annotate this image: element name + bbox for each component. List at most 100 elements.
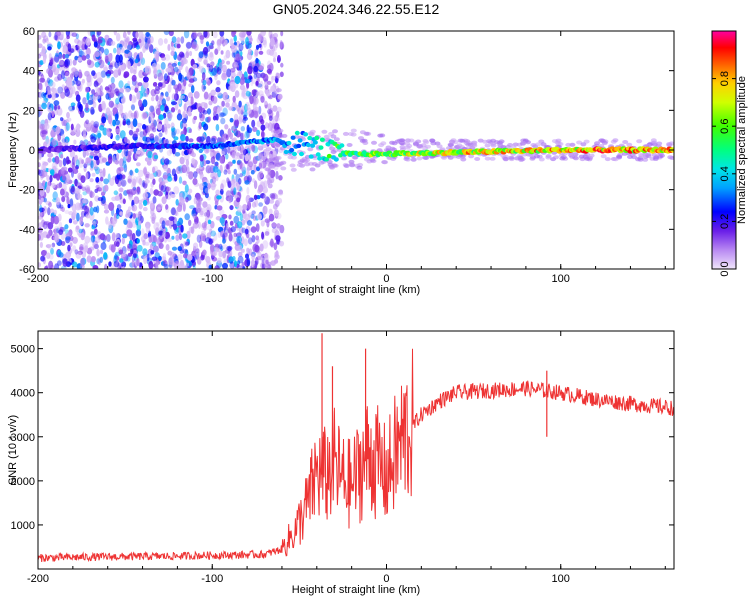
spectrogram-cell [220, 183, 224, 192]
spectrogram-cell [346, 143, 353, 147]
spectrogram-cell [51, 110, 55, 118]
spectrogram-cell [171, 93, 177, 101]
spectrogram-cell [193, 91, 200, 99]
spectrogram-cell [131, 181, 136, 190]
spectrogram-cell [168, 257, 174, 266]
spectrogram-cell [105, 234, 111, 242]
spectrogram-cell [75, 164, 79, 170]
spectrogram-cell [239, 146, 243, 152]
spectrogram-cell [67, 167, 73, 173]
spectrogram-cell [133, 196, 140, 205]
spectrogram-cell [158, 38, 164, 46]
spectrogram-cell [90, 106, 95, 115]
spectrogram-cell [410, 157, 417, 162]
spectrogram-cell [121, 150, 126, 158]
spectrogram-cell [237, 221, 243, 229]
spectrogram-cell [226, 68, 232, 78]
spectrogram-cell [128, 51, 133, 57]
spectrogram-cell [237, 244, 243, 252]
spectrogram-cell [220, 151, 225, 155]
spectrogram-cell [193, 115, 197, 121]
spectrogram-signal [317, 156, 323, 161]
spectrogram-cell [175, 260, 180, 265]
spectrogram-cell [50, 129, 56, 138]
spectrogram-cell [100, 70, 107, 78]
spectrogram-cell [218, 250, 224, 258]
spectrogram-signal [290, 135, 296, 140]
spectrogram-cell [180, 36, 185, 44]
spectrogram-cell [251, 144, 256, 152]
spectrogram-signal [318, 145, 324, 150]
spectrogram-cell [193, 171, 198, 179]
spectrogram-cell [90, 256, 96, 263]
spectrogram-cell [173, 186, 180, 195]
spectrogram-cell [245, 194, 251, 204]
spectrogram-cell [53, 109, 59, 116]
spectrogram-cell [330, 150, 337, 154]
spectrogram-cell [82, 149, 87, 158]
spectrogram-cell [107, 115, 113, 123]
spectrogram-cell [465, 142, 472, 147]
spectrogram-cell [183, 79, 187, 87]
spectrogram-cell [81, 78, 85, 84]
spectrogram-cell [58, 59, 64, 66]
spectrogram-cell [122, 31, 127, 39]
spectrogram-cell [201, 72, 206, 81]
spectrogram-cell [108, 69, 114, 75]
spectrogram-cell [264, 100, 268, 105]
spectrogram-cell [230, 71, 236, 78]
spectrogram-cell [115, 90, 121, 97]
spectrogram-cell [139, 262, 143, 268]
spectrogram-cell [219, 156, 225, 164]
spectrogram-cell [47, 244, 54, 251]
spectrogram-cell [81, 159, 85, 165]
spectrogram-cell [321, 129, 328, 134]
spectrogram-cell [136, 162, 141, 167]
spectrogram-cell [184, 241, 190, 246]
spectrogram-cell [75, 159, 80, 167]
spectrogram-cell [94, 92, 101, 100]
spectrogram-cell [120, 95, 126, 104]
spectrogram-cell [47, 93, 52, 99]
spectrogram-cell [161, 56, 167, 61]
spectrogram-cell [121, 47, 125, 54]
spectrogram-cell [307, 131, 314, 136]
spectrogram-cell [569, 152, 576, 157]
spectrogram-cell [59, 59, 65, 68]
spectrogram-cell [88, 74, 93, 83]
spectrogram-cell [141, 228, 145, 237]
spectrogram-cell [98, 234, 105, 240]
spectrogram-cell [247, 161, 254, 168]
spectrogram-cell [132, 118, 138, 128]
spectrogram-signal [307, 135, 313, 141]
spectrogram-cell [126, 189, 130, 194]
spectrogram-cell [264, 231, 270, 236]
spectrogram-cell [93, 80, 99, 88]
spectrogram-cell [272, 105, 278, 112]
spectrogram-cell [132, 243, 138, 248]
spectrogram-cell [555, 138, 562, 143]
spectrogram-cell [102, 167, 106, 177]
spectrogram-cell [118, 249, 124, 255]
spectrogram-cell [260, 124, 266, 131]
spectrogram-cell [622, 140, 629, 144]
spectrogram-cell [116, 153, 120, 161]
spectrogram-cell [60, 117, 64, 122]
spectrogram-signal [333, 157, 339, 162]
spectrogram-cell [149, 114, 155, 122]
spectrogram-cell [232, 256, 236, 261]
spectrogram-cell [227, 181, 232, 188]
spectrogram-cell [85, 213, 91, 219]
spectrogram-cell [232, 95, 236, 103]
spectrogram-cell [260, 220, 265, 227]
spectrogram-cell [260, 193, 266, 199]
spectrogram-cell [56, 107, 63, 116]
spectrogram-cell [126, 229, 133, 237]
spectrogram-cell [267, 109, 273, 115]
spectrogram-cell [199, 154, 204, 162]
spectrogram-cell [233, 260, 238, 268]
spectrogram-cell [60, 91, 66, 99]
spectrogram-cell [241, 166, 247, 175]
spectrogram-cell [290, 167, 297, 172]
